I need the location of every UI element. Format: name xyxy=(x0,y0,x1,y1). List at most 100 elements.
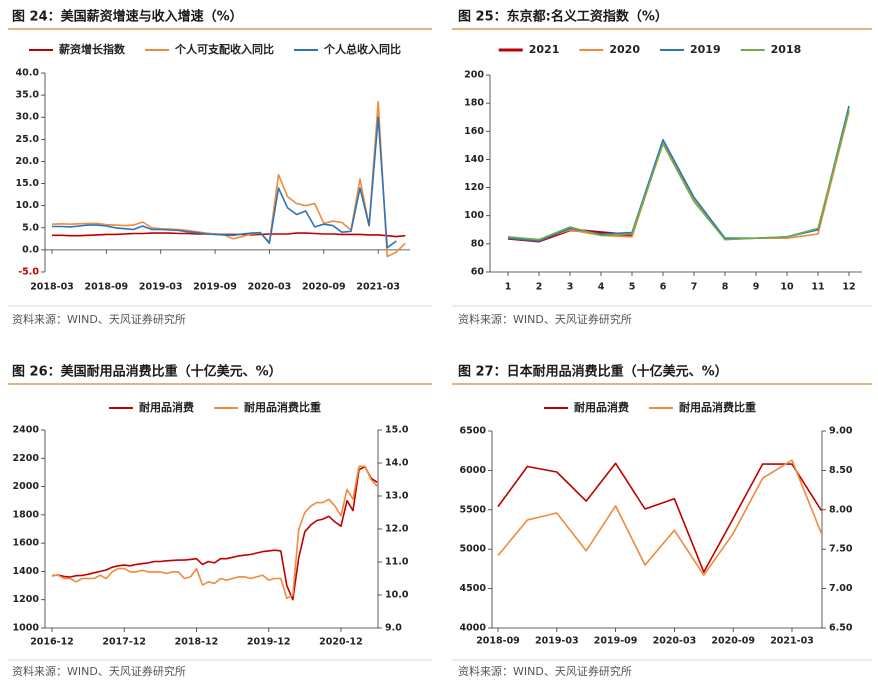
y-tick-label: 1400 xyxy=(13,566,40,577)
y-tick-label: 60 xyxy=(471,267,485,278)
y-tick-label: 4000 xyxy=(460,623,487,634)
legend-item: 个人可支配收入同比 xyxy=(145,42,274,56)
legend-label: 耐用品消费比重 xyxy=(244,400,321,414)
x-tick-label: 2019-03 xyxy=(535,636,579,647)
chart-title: 图 26：美国耐用品消费比重（十亿美元、%） xyxy=(12,364,282,380)
legend-item: 薪资增长指数 xyxy=(29,42,126,56)
chart-title: 图 24：美国薪资增速与收入增速（%） xyxy=(12,9,243,25)
y-tick-label: 2000 xyxy=(13,481,40,492)
x-tick-label: 2019-03 xyxy=(139,282,183,293)
y-tick-label: 4500 xyxy=(460,583,487,594)
legend-label: 薪资增长指数 xyxy=(59,42,126,56)
legend-label: 耐用品消费 xyxy=(139,400,194,414)
x-tick-label: 2021-03 xyxy=(356,282,400,293)
y2-tick-label: 7.50 xyxy=(829,544,853,555)
source-note: 资料来源：WIND、天风证券研究所 xyxy=(12,664,186,678)
y-tick-label: 20.0 xyxy=(16,156,40,167)
x-tick-label: 5 xyxy=(629,282,636,293)
y-tick-label: 6500 xyxy=(460,426,487,437)
legend-item: 2021 xyxy=(498,43,559,56)
legend-label: 个人可支配收入同比 xyxy=(174,42,274,56)
y-tick-label: 180 xyxy=(464,98,484,109)
x-tick-label: 2018-03 xyxy=(30,282,74,293)
x-tick-label: 2020-03 xyxy=(653,636,697,647)
y2-tick-label: 9.0 xyxy=(385,623,402,634)
y-tick-label: 0.0 xyxy=(22,244,39,255)
x-tick-label: 12 xyxy=(842,282,855,293)
y2-tick-label: 8.00 xyxy=(829,504,853,515)
source-note: 资料来源：WIND、天风证券研究所 xyxy=(458,664,632,678)
chart-title: 图 25：东京都:名义工资指数（%） xyxy=(458,9,668,25)
y-tick-label: 30.0 xyxy=(16,112,40,123)
x-tick-label: 2 xyxy=(536,282,543,293)
x-tick-label: 7 xyxy=(691,282,698,293)
x-tick-label: 1 xyxy=(505,282,512,293)
x-tick-label: 6 xyxy=(660,282,667,293)
y-tick-label: 10.0 xyxy=(16,200,40,211)
legend-label: 2019 xyxy=(690,43,721,56)
legend-label: 个人总收入同比 xyxy=(323,42,401,56)
y2-tick-label: 11.0 xyxy=(385,557,409,568)
legend-item: 耐用品消费 xyxy=(544,400,629,414)
y-tick-label: 2400 xyxy=(13,425,40,436)
x-tick-label: 2021-03 xyxy=(770,636,814,647)
y2-tick-label: 15.0 xyxy=(385,425,409,436)
series-line xyxy=(51,466,378,601)
x-tick-label: 11 xyxy=(811,282,824,293)
y2-tick-label: 13.0 xyxy=(385,491,409,502)
legend-item: 2018 xyxy=(740,43,802,56)
x-tick-label: 2020-09 xyxy=(711,636,755,647)
legend-label: 2018 xyxy=(771,43,802,56)
y-tick-label: 5500 xyxy=(460,504,487,515)
y-tick-label: 1200 xyxy=(13,594,40,605)
y-tick-label: 160 xyxy=(464,126,484,137)
y2-tick-label: 12.0 xyxy=(385,524,409,535)
x-tick-label: 2017-12 xyxy=(102,637,146,648)
y-tick-label: 2200 xyxy=(13,453,40,464)
y-tick-label: 100 xyxy=(464,210,484,221)
y-tick-label: 1000 xyxy=(13,623,40,634)
y-tick-label: -5.0 xyxy=(18,267,39,278)
y-tick-label: 140 xyxy=(464,154,484,165)
x-tick-label: 2018-09 xyxy=(85,282,129,293)
y-tick-label: 80 xyxy=(471,238,485,249)
legend-label: 耐用品消费 xyxy=(574,400,629,414)
legend-item: 耐用品消费比重 xyxy=(649,400,756,414)
x-tick-label: 2020-12 xyxy=(319,637,363,648)
x-tick-label: 2016-12 xyxy=(30,637,74,648)
source-note: 资料来源：WIND、天风证券研究所 xyxy=(458,312,632,326)
y-tick-label: 200 xyxy=(464,70,484,81)
series-line xyxy=(507,109,850,241)
series-line xyxy=(52,116,397,249)
y2-tick-label: 6.50 xyxy=(829,623,853,634)
x-tick-label: 10 xyxy=(780,282,794,293)
x-tick-label: 2019-09 xyxy=(193,282,237,293)
series-line xyxy=(507,111,850,241)
x-tick-label: 8 xyxy=(722,282,729,293)
y-tick-label: 120 xyxy=(464,182,484,193)
x-tick-label: 9 xyxy=(753,282,760,293)
series-line xyxy=(52,465,378,600)
legend-label: 2020 xyxy=(609,43,640,56)
x-tick-label: 2018-09 xyxy=(476,636,520,647)
x-tick-label: 2020-03 xyxy=(248,282,292,293)
x-tick-label: 2020-09 xyxy=(302,282,346,293)
y-tick-label: 1800 xyxy=(13,509,40,520)
y-tick-label: 1600 xyxy=(13,538,40,549)
legend-item: 2019 xyxy=(660,43,721,56)
series-line xyxy=(497,459,823,576)
y2-tick-label: 9.00 xyxy=(829,426,853,437)
legend-item: 个人总收入同比 xyxy=(294,42,401,56)
y-tick-label: 35.0 xyxy=(16,90,40,101)
legend-item: 耐用品消费 xyxy=(109,400,194,414)
y-tick-label: 40.0 xyxy=(16,68,40,79)
y2-tick-label: 10.0 xyxy=(385,590,409,601)
x-tick-label: 4 xyxy=(598,282,605,293)
y2-tick-label: 7.00 xyxy=(829,583,853,594)
y2-tick-label: 14.0 xyxy=(385,458,409,469)
y2-tick-label: 8.50 xyxy=(829,465,853,476)
x-tick-label: 2019-12 xyxy=(247,637,291,648)
y-tick-label: 5000 xyxy=(460,544,487,555)
y-tick-label: 6000 xyxy=(460,465,487,476)
